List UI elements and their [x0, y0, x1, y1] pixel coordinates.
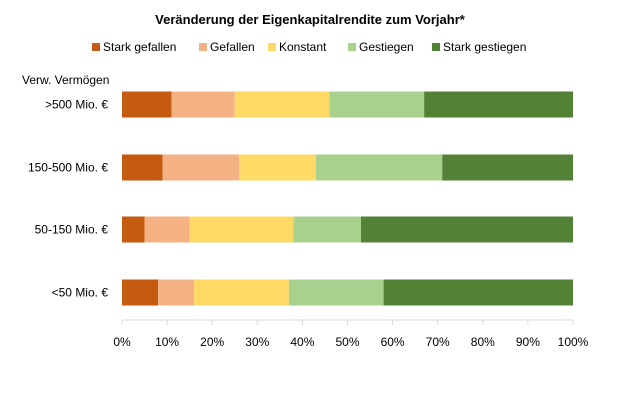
legend: Stark gefallen Gefallen Konstant Gestiegen S… [92, 40, 526, 54]
bar-segment-gestiegen [288, 279, 384, 306]
x-tick-label: 80% [471, 335, 495, 349]
plot-area: 0% 10% 20% 30% 40% 50% 60% 70% 80% 90% 100% >500 Mi… [28, 91, 589, 349]
bar-segment-gefallen [162, 154, 240, 181]
category-label: <50 Mio. € [52, 286, 109, 300]
bar-segment-konstant [239, 154, 316, 181]
x-tick-label: 70% [426, 335, 450, 349]
legend-swatch-gefallen [199, 43, 207, 51]
category-label: 150-500 Mio. € [28, 161, 108, 175]
legend-label-stark-gestiegen: Stark gestiegen [443, 40, 526, 54]
x-tick-label: 30% [245, 335, 269, 349]
bar-segment-stark-gefallen [122, 279, 159, 306]
chart-title: Veränderung der Eigenkapitalrendite zum … [155, 12, 466, 27]
bar-segment-konstant [189, 216, 294, 243]
legend-label-stark-gefallen: Stark gefallen [103, 40, 176, 54]
x-tick-label: 10% [155, 335, 179, 349]
x-tick-label: 50% [335, 335, 359, 349]
y-axis-title: Verw. Vermögen [22, 73, 109, 87]
bar-segment-stark-gefallen [122, 216, 145, 243]
bar-segment-stark-gefallen [122, 91, 172, 118]
bar-segment-gestiegen [329, 91, 425, 118]
bar-segment-gestiegen [315, 154, 443, 181]
x-tick-label: 0% [113, 335, 131, 349]
bar-segment-stark-gestiegen [361, 216, 573, 243]
legend-swatch-gestiegen [348, 43, 356, 51]
legend-label-gefallen: Gefallen [210, 40, 255, 54]
bar-segment-konstant [194, 279, 289, 306]
bar-segment-stark-gestiegen [442, 154, 573, 181]
category-label: >500 Mio. € [45, 98, 108, 112]
bar-segment-konstant [234, 91, 330, 118]
x-tick-label: 100% [558, 335, 589, 349]
x-tick-label: 90% [516, 335, 540, 349]
legend-label-gestiegen: Gestiegen [359, 40, 414, 54]
category-label: 50-150 Mio. € [35, 223, 109, 237]
bar-segment-stark-gestiegen [424, 91, 573, 118]
bar-segment-gefallen [171, 91, 235, 118]
bar-segment-gefallen [158, 279, 195, 306]
bar-segment-gefallen [144, 216, 190, 243]
bar-segment-stark-gefallen [122, 154, 163, 181]
legend-swatch-stark-gefallen [92, 43, 100, 51]
x-tick-label: 20% [200, 335, 224, 349]
x-tick-label: 40% [290, 335, 314, 349]
x-tick-label: 60% [381, 335, 405, 349]
legend-swatch-konstant [268, 43, 276, 51]
legend-swatch-stark-gestiegen [432, 43, 440, 51]
bar-segment-gestiegen [293, 216, 362, 243]
legend-label-konstant: Konstant [279, 40, 327, 54]
bar-segment-stark-gestiegen [383, 279, 573, 306]
